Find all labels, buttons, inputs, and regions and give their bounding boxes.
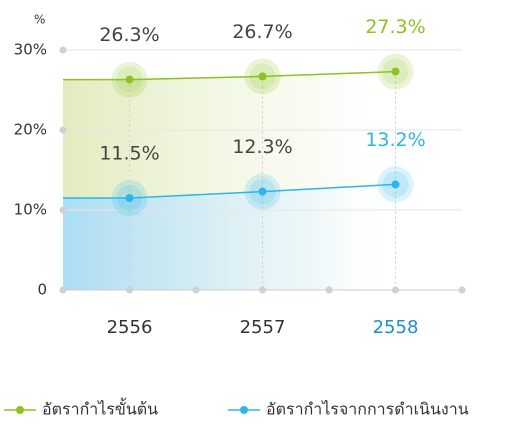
data-label: 27.3% (365, 16, 425, 38)
point (258, 72, 267, 81)
data-label: 26.3% (99, 24, 159, 46)
axis-dot (59, 286, 67, 294)
x-tick-label: 2556 (107, 317, 153, 338)
axis-dot (392, 286, 399, 294)
y-tick-dot (59, 126, 67, 134)
y-tick-label: 30% (14, 41, 47, 59)
y-tick-label: 20% (14, 121, 47, 139)
axis-dot (259, 286, 266, 294)
data-label: 26.7% (232, 21, 292, 43)
axis-dot (325, 286, 333, 294)
axis-dot (192, 286, 200, 294)
x-tick-label: 2558 (373, 317, 419, 338)
point (391, 67, 400, 76)
x-tick-label: 2557 (240, 317, 286, 338)
y-tick-dot (59, 206, 67, 214)
point (391, 180, 400, 189)
legend-dot (16, 406, 24, 414)
axis-dot (458, 286, 466, 294)
data-label: 13.2% (365, 129, 425, 151)
y-unit: % (34, 13, 45, 27)
y-tick-label: 10% (14, 201, 47, 219)
data-label: 11.5% (99, 143, 159, 165)
y-tick-dot (59, 46, 67, 54)
legend-label: อัตรากำไรจากการดำเนินงาน (266, 400, 469, 419)
y-tick-label: 0 (37, 281, 47, 299)
legend-label: อัตรากำไรขั้นต้น (42, 398, 158, 419)
data-label: 12.3% (232, 136, 292, 158)
legend-dot (240, 406, 248, 414)
area (63, 184, 396, 290)
point (125, 194, 134, 202)
point (125, 75, 134, 84)
point (258, 187, 267, 196)
